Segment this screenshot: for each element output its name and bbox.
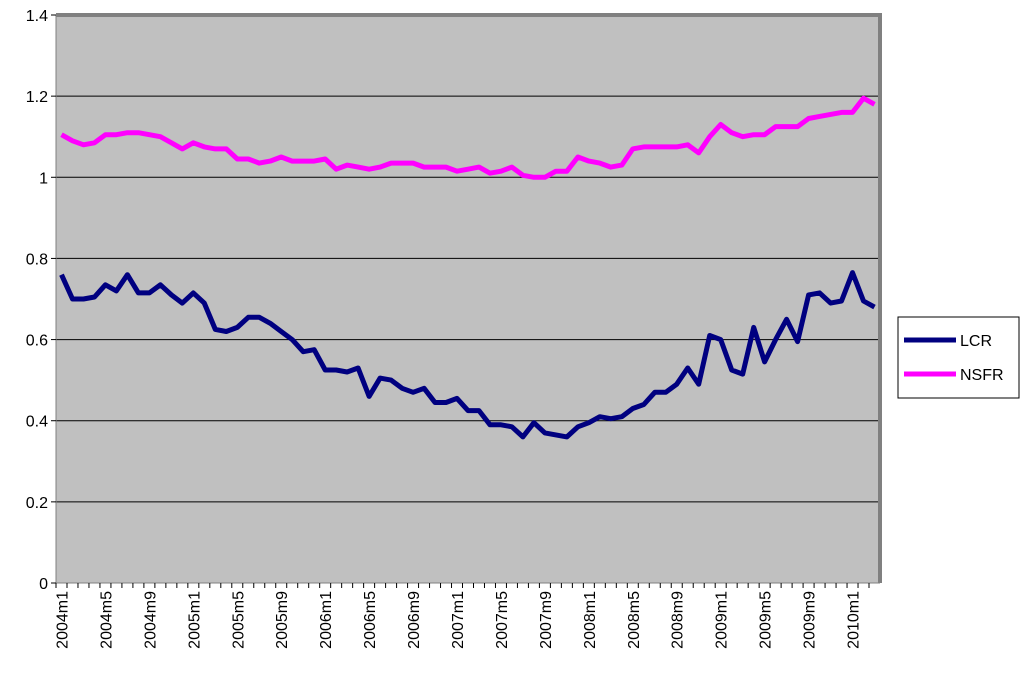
x-tick-label: 2010m1	[846, 591, 863, 649]
x-tick-label: 2008m1	[582, 591, 599, 649]
legend-label: NSFR	[960, 367, 1004, 384]
x-tick-label: 2006m9	[406, 591, 423, 649]
legend-box	[897, 316, 1020, 399]
series-line	[59, 270, 876, 440]
x-tick-label: 2008m9	[670, 591, 687, 649]
legend-label: LCR	[960, 333, 992, 350]
x-tick-label: 2004m9	[142, 591, 159, 649]
y-tick-label: 0.4	[26, 414, 48, 431]
y-tick-label: 0.2	[26, 495, 48, 512]
x-tick-label: 2007m1	[450, 591, 467, 649]
x-tick-label: 2005m5	[230, 591, 247, 649]
y-tick-label: 0.6	[26, 333, 48, 350]
x-tick-label: 2004m1	[54, 591, 71, 649]
y-tick-label: 0	[39, 576, 48, 593]
x-tick-label: 2008m5	[626, 591, 643, 649]
x-tick-label: 2009m9	[802, 591, 819, 649]
y-tick-label: 0.8	[26, 251, 48, 268]
x-tick-label: 2006m1	[318, 591, 335, 649]
x-tick-label: 2004m5	[98, 591, 115, 649]
x-tick-label: 2009m1	[714, 591, 731, 649]
plot-area	[56, 15, 880, 583]
lines	[59, 95, 876, 440]
x-tick-label: 2005m1	[186, 591, 203, 649]
y-tick-label: 1.2	[26, 89, 48, 106]
x-tick-label: 2009m5	[758, 591, 775, 649]
y-tick-label: 1	[39, 170, 48, 187]
plot-frame	[56, 13, 882, 583]
x-tick-label: 2007m9	[538, 591, 555, 649]
y-tick-label: 1.4	[26, 8, 48, 25]
x-tick-label: 2007m5	[494, 591, 511, 649]
x-tick-label: 2006m5	[362, 591, 379, 649]
x-tick-label: 2005m9	[274, 591, 291, 649]
series-line	[60, 95, 876, 180]
